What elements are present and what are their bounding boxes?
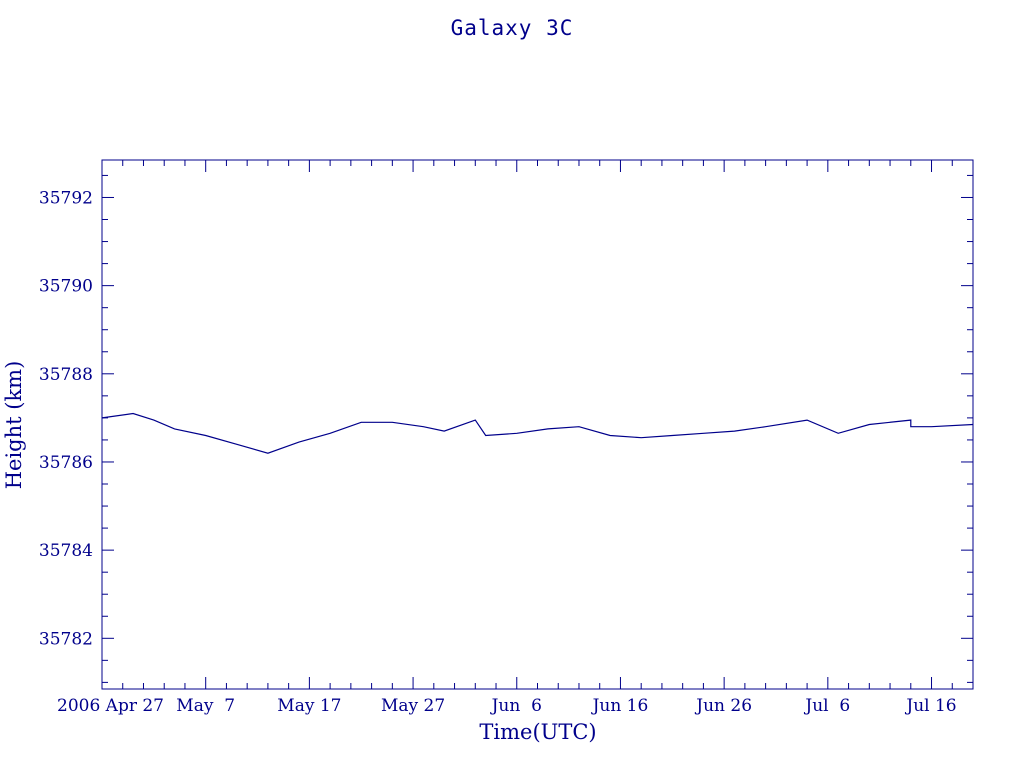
plot-frame xyxy=(101,159,974,690)
y-tick-label: 35790 xyxy=(39,277,93,297)
x-tick-label: May 17 xyxy=(277,696,341,716)
x-tick-label: May 27 xyxy=(381,696,445,716)
y-tick-label: 35786 xyxy=(39,453,93,473)
x-tick-label: Jul 6 xyxy=(803,696,850,716)
y-tick-label: 35784 xyxy=(39,541,93,561)
x-tick-label: Jul 16 xyxy=(904,696,956,716)
y-tick-label: 35792 xyxy=(39,188,93,208)
y-axis-label: Height (km) xyxy=(2,361,26,490)
x-tick-label: Jun 16 xyxy=(591,696,649,716)
x-tick-label: Jun 6 xyxy=(490,696,542,716)
chart-title: Galaxy 3C xyxy=(450,16,574,40)
y-tick-label: 35782 xyxy=(39,629,93,649)
x-axis-label: Time(UTC) xyxy=(479,720,596,744)
series-line xyxy=(101,412,974,454)
x-tick-label: Jun 26 xyxy=(694,696,752,716)
y-tick-label: 35788 xyxy=(39,365,93,385)
x-tick-label: May 7 xyxy=(176,696,235,716)
x-tick-label: 2006 Apr 27 xyxy=(57,696,164,716)
